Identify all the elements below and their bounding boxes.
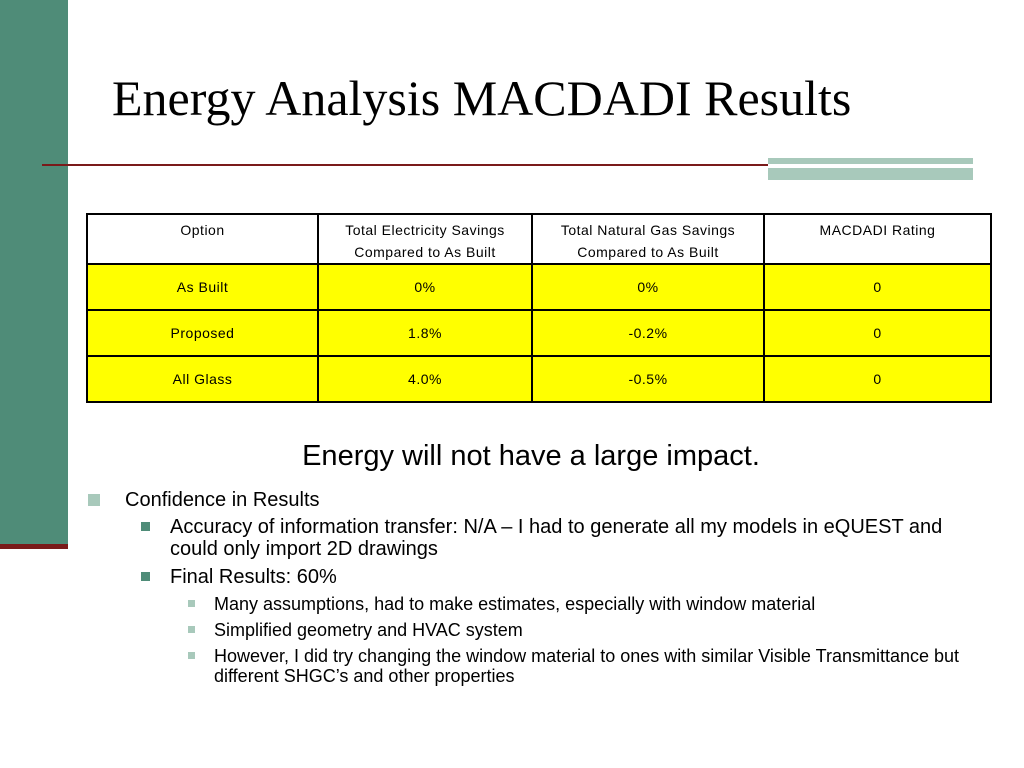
bullet-list: Confidence in Results Accuracy of inform…	[88, 488, 988, 692]
cell-option: As Built	[86, 263, 319, 311]
cell-option: Proposed	[86, 309, 319, 357]
header-option: Option	[86, 213, 319, 265]
cell-option: All Glass	[86, 355, 319, 403]
bullet-assumptions: Many assumptions, had to make estimates,…	[88, 594, 988, 614]
square-bullet-icon	[88, 494, 100, 506]
left-sidebar-bar	[0, 0, 68, 548]
accent-block	[768, 158, 973, 180]
cell-rating: 0	[763, 263, 992, 311]
title-rule	[42, 164, 772, 166]
cell-gas: -0.2%	[531, 309, 765, 357]
square-bullet-icon	[141, 522, 150, 531]
cell-electricity: 1.8%	[317, 309, 533, 357]
cell-gas: -0.5%	[531, 355, 765, 403]
header-electricity-savings: Total Electricity Savings Compared to As…	[317, 213, 533, 265]
results-table: Option Total Electricity Savings Compare…	[86, 213, 992, 403]
table-row: Proposed 1.8% -0.2% 0	[86, 309, 992, 357]
bullet-final-results: Final Results: 60%	[88, 566, 988, 588]
bullet-geometry: Simplified geometry and HVAC system	[88, 620, 988, 640]
square-bullet-icon	[188, 600, 195, 607]
bullet-confidence: Confidence in Results	[88, 488, 988, 512]
bullet-window-material: However, I did try changing the window m…	[88, 646, 988, 686]
summary-text: Energy will not have a large impact.	[302, 440, 760, 472]
table-header-row: Option Total Electricity Savings Compare…	[86, 213, 992, 265]
square-bullet-icon	[188, 652, 195, 659]
header-macdadi-rating: MACDADI Rating	[763, 213, 992, 265]
table-row: As Built 0% 0% 0	[86, 263, 992, 311]
cell-gas: 0%	[531, 263, 765, 311]
square-bullet-icon	[188, 626, 195, 633]
cell-electricity: 4.0%	[317, 355, 533, 403]
cell-electricity: 0%	[317, 263, 533, 311]
bullet-accuracy: Accuracy of information transfer: N/A – …	[88, 516, 988, 560]
square-bullet-icon	[141, 572, 150, 581]
cell-rating: 0	[763, 309, 992, 357]
sidebar-divider-line	[0, 544, 68, 549]
cell-rating: 0	[763, 355, 992, 403]
table-row: All Glass 4.0% -0.5% 0	[86, 355, 992, 403]
header-gas-savings: Total Natural Gas Savings Compared to As…	[531, 213, 765, 265]
slide-title: Energy Analysis MACDADI Results	[112, 70, 852, 126]
